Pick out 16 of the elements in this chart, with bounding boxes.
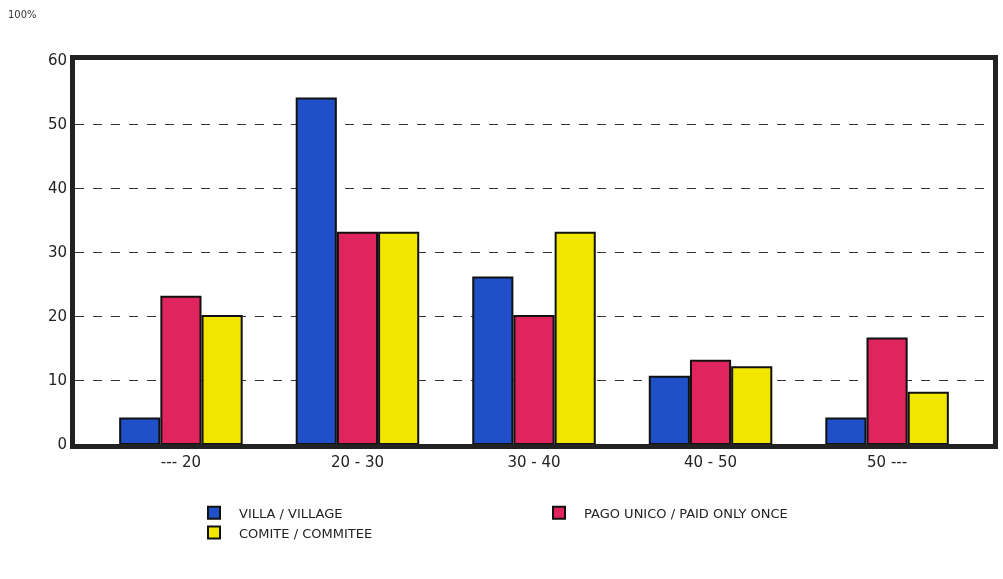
x-tick-label: 30 - 40 [507,453,561,471]
y-tick-label: 30 [47,243,67,262]
y-tick-label: 40 [47,179,67,198]
legend-label: PAGO UNICO / PAID ONLY ONCE [584,505,788,521]
y-tick-label: 60 [47,51,67,70]
x-tick-label: 20 - 30 [330,453,385,471]
legend-label: VILLA / VILLAGE [239,505,343,521]
y-tick-label: 20 [47,307,67,326]
x-tick-label: --- 20 [160,453,201,471]
y-tick-label: 10 [47,371,67,390]
y-tick-label: 0 [57,435,67,454]
y-tick-label: 50 [47,115,67,134]
text: 100% [8,9,37,20]
x-tick-label: 40 - 50 [683,453,738,471]
x-tick-label: 50 --- [867,453,908,471]
legend-label: COMITE / COMMITEE [239,525,373,541]
